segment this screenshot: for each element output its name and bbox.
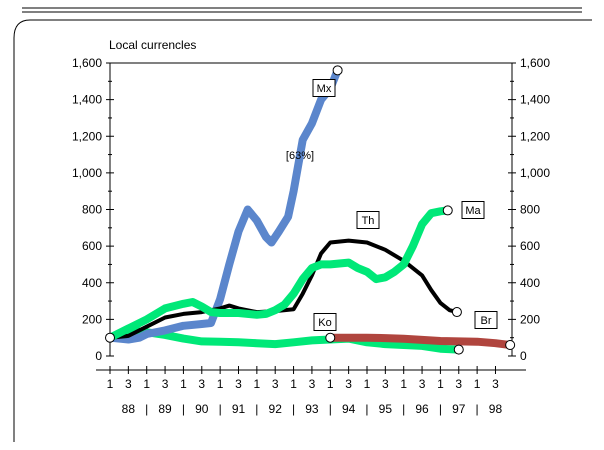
series-label-ma: Ma <box>465 205 481 217</box>
x-quarter-label: 1 <box>180 377 187 391</box>
x-year-label: 88 <box>122 402 136 416</box>
x-year-separator: | <box>476 402 479 416</box>
x-year-label: 93 <box>305 402 319 416</box>
y-tick-label-right: 1,600 <box>520 56 550 70</box>
series-line-mx <box>106 66 342 344</box>
x-year-separator: | <box>182 402 185 416</box>
x-quarter-label: 3 <box>492 377 499 391</box>
y-tick-label-left: 200 <box>82 312 102 326</box>
x-quarter-label: 3 <box>382 377 389 391</box>
y-tick-label-right: 400 <box>520 276 540 290</box>
x-quarter-label: 1 <box>254 377 261 391</box>
x-quarter-label: 1 <box>474 377 481 391</box>
series-label-box-ma <box>461 201 485 219</box>
series-label-mx: Mx <box>317 83 332 95</box>
x-year-separator: | <box>219 402 222 416</box>
annotation-percent: [63%] <box>286 150 314 162</box>
x-quarter-label: 3 <box>198 377 205 391</box>
series-end-marker-th <box>451 307 462 318</box>
y-tick-label-right: 800 <box>520 203 540 217</box>
x-year-separator: | <box>439 402 442 416</box>
x-year-label: 96 <box>415 402 429 416</box>
y-tick-label-right: 0 <box>520 349 527 363</box>
y-tick-label-left: 600 <box>82 239 102 253</box>
x-year-separator: | <box>145 402 148 416</box>
x-quarter-label: 3 <box>345 377 352 391</box>
series-start-marker <box>105 332 115 343</box>
x-quarter-label: 1 <box>437 377 444 391</box>
y-tick-label-right: 200 <box>520 312 540 326</box>
series-end-marker-br <box>505 340 516 351</box>
x-year-separator: | <box>402 402 405 416</box>
x-quarter-label: 1 <box>400 377 407 391</box>
series-end-marker-ko <box>453 344 464 355</box>
x-quarter-label: 3 <box>235 377 242 391</box>
chart-frame <box>13 7 592 442</box>
x-quarter-label: 1 <box>217 377 224 391</box>
x-quarter-label: 1 <box>290 377 297 391</box>
x-quarter-label: 1 <box>143 377 150 391</box>
x-year-label: 95 <box>379 402 393 416</box>
x-quarter-label: 3 <box>162 377 169 391</box>
x-year-label: 91 <box>232 402 246 416</box>
series-line-ma <box>106 206 452 342</box>
series-line-br <box>326 333 515 349</box>
series-end-marker-mx <box>332 65 343 76</box>
x-quarter-label: 1 <box>327 377 334 391</box>
y-tick-label-left: 1,200 <box>72 129 102 143</box>
x-quarter-label: 3 <box>272 377 279 391</box>
series-end-marker-ma <box>442 205 453 216</box>
y-tick-label-left: 1,400 <box>72 93 102 107</box>
y-tick-label-right: 1,400 <box>520 93 550 107</box>
y-tick-label-right: 1,000 <box>520 166 550 180</box>
x-year-separator: | <box>255 402 258 416</box>
series-label-box-br <box>474 311 498 329</box>
x-quarter-label: 1 <box>364 377 371 391</box>
x-quarter-label: 3 <box>455 377 462 391</box>
series-group <box>105 65 516 355</box>
y-tick-label-left: 800 <box>82 203 102 217</box>
x-year-label: 94 <box>342 402 356 416</box>
x-quarter-label: 3 <box>419 377 426 391</box>
x-year-separator: | <box>365 402 368 416</box>
x-quarter-label: 3 <box>309 377 316 391</box>
x-year-label: 92 <box>269 402 283 416</box>
y-tick-label-left: 400 <box>82 276 102 290</box>
panel-border <box>13 19 592 442</box>
series-line-th <box>108 238 459 340</box>
x-year-label: 89 <box>158 402 172 416</box>
x-quarter-label: 1 <box>107 377 114 391</box>
series-line-ko <box>106 326 463 354</box>
x-year-label: 98 <box>489 402 503 416</box>
series-label-box-th <box>356 211 380 229</box>
y-tick-label-left: 1,600 <box>72 56 102 70</box>
series-label-br: Br <box>481 315 492 327</box>
y-tick-label-right: 600 <box>520 239 540 253</box>
y-tick-label-left: 1,000 <box>72 166 102 180</box>
series-labels: Mx Th Ma Ko Br [63%] <box>286 79 498 331</box>
y-tick-label-left: 0 <box>95 349 102 363</box>
x-quarter-label: 3 <box>125 377 132 391</box>
x-year-separator: | <box>329 402 332 416</box>
series-label-box-ko <box>313 313 337 331</box>
x-year-label: 90 <box>195 402 209 416</box>
x-year-separator: | <box>292 402 295 416</box>
x-year-label: 97 <box>452 402 466 416</box>
series-junction-marker <box>325 332 336 343</box>
y-axis-label: Local currencles <box>109 38 196 52</box>
series-label-th: Th <box>362 215 375 227</box>
series-label-box-mx <box>312 79 336 97</box>
y-tick-label-right: 1,200 <box>520 129 550 143</box>
axes: 0 0 200 200 400 400 600 600 800 800 1,000 1,000 1,20… <box>72 56 550 416</box>
series-label-ko: Ko <box>318 317 331 329</box>
